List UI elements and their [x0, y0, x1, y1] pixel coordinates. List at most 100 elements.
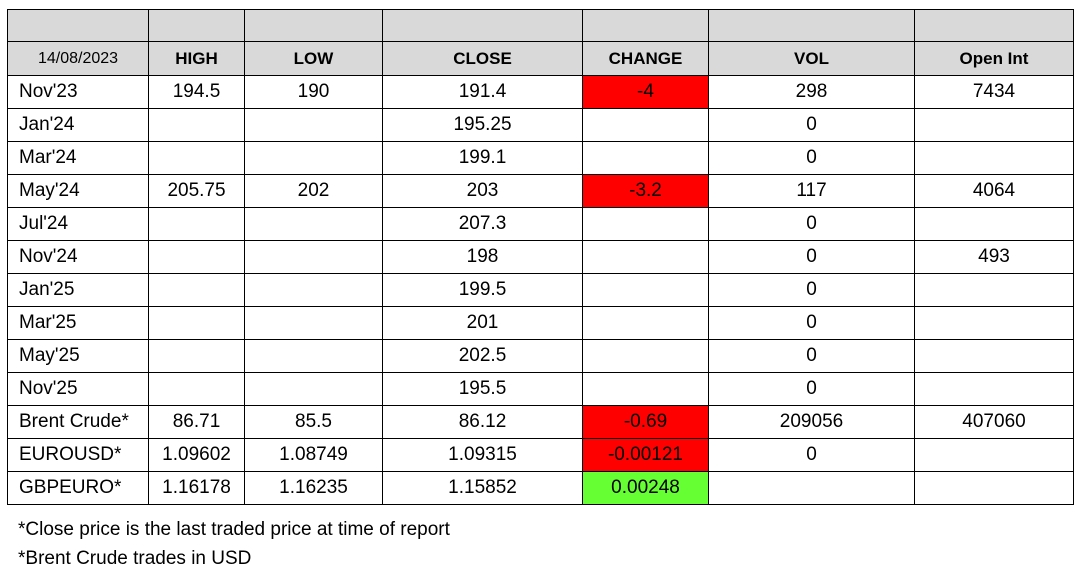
change-cell: -0.00121: [582, 438, 709, 472]
low-cell: 85.5: [244, 405, 383, 439]
open-int-cell: [914, 372, 1074, 406]
change-cell: [582, 306, 709, 340]
blank-cell: [244, 9, 383, 42]
high-cell: [148, 372, 245, 406]
open-int-cell: [914, 306, 1074, 340]
contract-label: Nov'25: [7, 372, 149, 406]
footnote-close-price: *Close price is the last traded price at…: [18, 519, 450, 540]
table-row: Jul'24 207.3 0: [7, 207, 1074, 241]
low-cell: 190: [244, 75, 383, 109]
high-cell: 1.16178: [148, 471, 245, 505]
low-cell: [244, 141, 383, 175]
table-row: Brent Crude* 86.71 85.5 86.12 -0.69 209056 407…: [7, 405, 1074, 439]
low-cell: [244, 339, 383, 373]
header-high: HIGH: [148, 41, 245, 76]
close-cell: 201: [382, 306, 583, 340]
change-cell: [582, 339, 709, 373]
contract-label: GBPEURO*: [7, 471, 149, 505]
table-row: Mar'25 201 0: [7, 306, 1074, 340]
header-vol: VOL: [708, 41, 915, 76]
open-int-cell: [914, 207, 1074, 241]
blank-header-row: [7, 9, 1074, 42]
change-cell: [582, 141, 709, 175]
contract-label: Brent Crude*: [7, 405, 149, 439]
header-close: CLOSE: [382, 41, 583, 76]
low-cell: [244, 372, 383, 406]
header-open-int: Open Int: [914, 41, 1074, 76]
vol-cell: 209056: [708, 405, 915, 439]
vol-cell: 0: [708, 207, 915, 241]
table-row: EUROUSD* 1.09602 1.08749 1.09315 -0.00121 0: [7, 438, 1074, 472]
open-int-cell: 407060: [914, 405, 1074, 439]
change-cell: [582, 240, 709, 274]
table-row: May'25 202.5 0: [7, 339, 1074, 373]
change-cell: [582, 207, 709, 241]
low-cell: [244, 306, 383, 340]
vol-cell: [708, 471, 915, 505]
close-cell: 203: [382, 174, 583, 208]
contract-label: Jan'25: [7, 273, 149, 307]
contract-label: Jul'24: [7, 207, 149, 241]
report-date: 14/08/2023: [7, 41, 149, 76]
close-cell: 207.3: [382, 207, 583, 241]
open-int-cell: [914, 108, 1074, 142]
blank-cell: [582, 9, 709, 42]
close-cell: 199.1: [382, 141, 583, 175]
vol-cell: 0: [708, 273, 915, 307]
low-cell: [244, 273, 383, 307]
contract-label: Jan'24: [7, 108, 149, 142]
blank-cell: [148, 9, 245, 42]
high-cell: [148, 339, 245, 373]
vol-cell: 0: [708, 240, 915, 274]
close-cell: 195.25: [382, 108, 583, 142]
price-report-table: 14/08/2023 HIGH LOW CLOSE CHANGE VOL Ope…: [7, 9, 1074, 505]
vol-cell: 0: [708, 438, 915, 472]
vol-cell: 0: [708, 372, 915, 406]
change-cell: -0.69: [582, 405, 709, 439]
table-row: Jan'25 199.5 0: [7, 273, 1074, 307]
vol-cell: 0: [708, 306, 915, 340]
header-low: LOW: [244, 41, 383, 76]
high-cell: 1.09602: [148, 438, 245, 472]
high-cell: 194.5: [148, 75, 245, 109]
high-cell: [148, 240, 245, 274]
close-cell: 198: [382, 240, 583, 274]
close-cell: 1.15852: [382, 471, 583, 505]
contract-label: May'24: [7, 174, 149, 208]
close-cell: 202.5: [382, 339, 583, 373]
table-row: Nov'25 195.5 0: [7, 372, 1074, 406]
contract-label: Nov'23: [7, 75, 149, 109]
blank-cell: [708, 9, 915, 42]
high-cell: [148, 108, 245, 142]
table-row: May'24 205.75 202 203 -3.2 117 4064: [7, 174, 1074, 208]
low-cell: 1.08749: [244, 438, 383, 472]
open-int-cell: [914, 471, 1074, 505]
table-row: Mar'24 199.1 0: [7, 141, 1074, 175]
close-cell: 199.5: [382, 273, 583, 307]
low-cell: [244, 207, 383, 241]
contract-label: EUROUSD*: [7, 438, 149, 472]
blank-cell: [382, 9, 583, 42]
table-row: GBPEURO* 1.16178 1.16235 1.15852 0.00248: [7, 471, 1074, 505]
open-int-cell: 4064: [914, 174, 1074, 208]
blank-cell: [7, 9, 149, 42]
open-int-cell: [914, 141, 1074, 175]
change-cell: 0.00248: [582, 471, 709, 505]
high-cell: [148, 141, 245, 175]
low-cell: 202: [244, 174, 383, 208]
footnote-brent-currency: *Brent Crude trades in USD: [18, 548, 252, 569]
change-cell: -4: [582, 75, 709, 109]
low-cell: 1.16235: [244, 471, 383, 505]
vol-cell: 117: [708, 174, 915, 208]
vol-cell: 0: [708, 108, 915, 142]
header-change: CHANGE: [582, 41, 709, 76]
close-cell: 191.4: [382, 75, 583, 109]
contract-label: Mar'25: [7, 306, 149, 340]
contract-label: Nov'24: [7, 240, 149, 274]
open-int-cell: [914, 273, 1074, 307]
contract-label: Mar'24: [7, 141, 149, 175]
vol-cell: 0: [708, 339, 915, 373]
column-header-row: 14/08/2023 HIGH LOW CLOSE CHANGE VOL Ope…: [7, 41, 1074, 76]
blank-cell: [914, 9, 1074, 42]
high-cell: [148, 207, 245, 241]
